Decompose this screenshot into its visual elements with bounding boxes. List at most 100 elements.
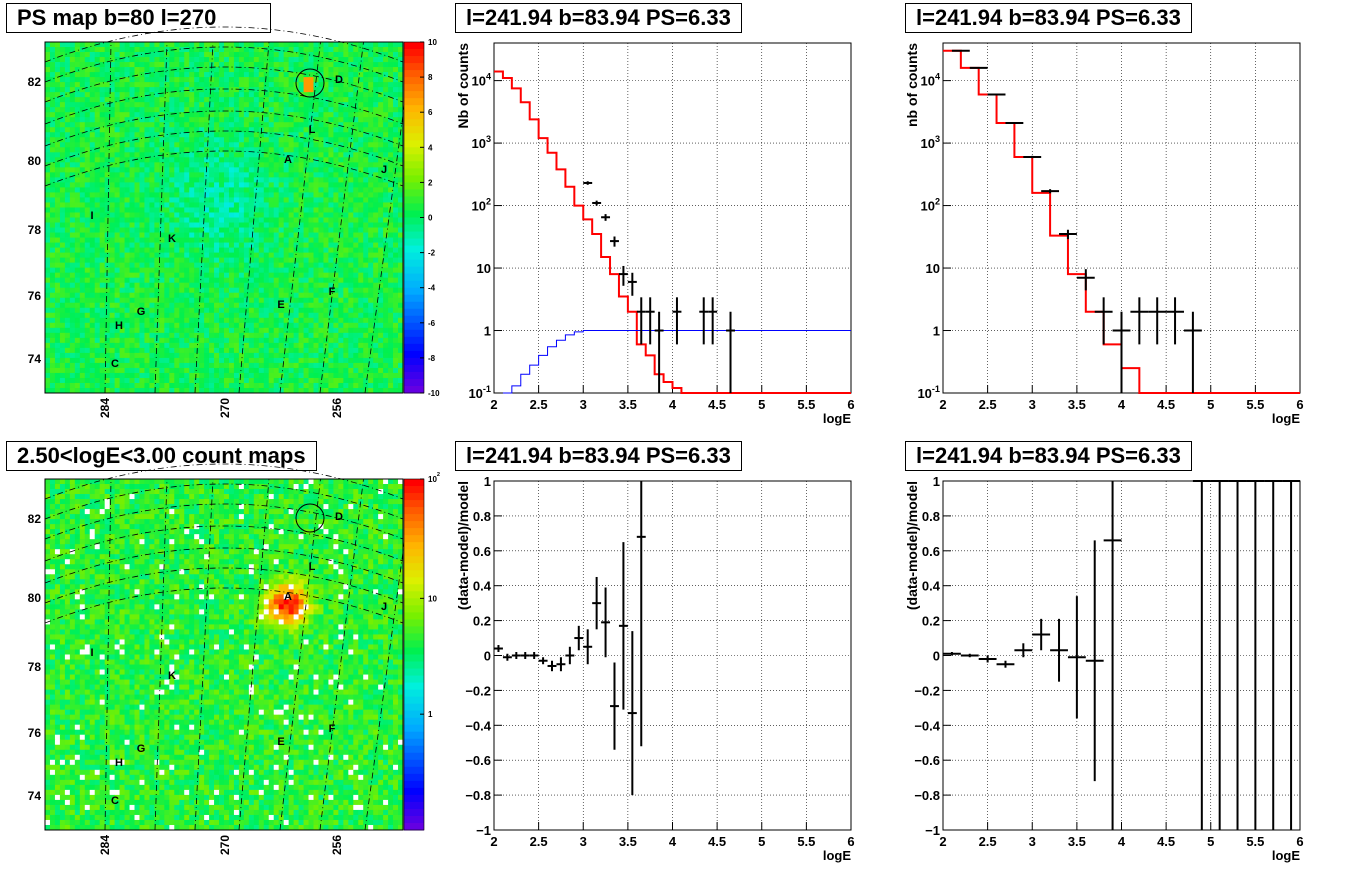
x-tick-label: 2.5 <box>979 397 997 412</box>
y-tick-label: 103 <box>920 134 940 151</box>
x-tick-label: 5 <box>1207 834 1214 849</box>
y-tick-label: 10-1 <box>468 384 491 401</box>
latitude-line <box>44 503 404 540</box>
source-label-a: A <box>284 591 292 603</box>
colorbar-label: 10 <box>428 594 437 603</box>
map-pixels <box>45 42 404 394</box>
colorbar-label: -4 <box>428 284 436 293</box>
x-tick-label: 5.5 <box>1246 397 1264 412</box>
y-tick-label: 10 <box>477 261 491 276</box>
y-tick-label: 0.8 <box>922 509 940 524</box>
source-label-j: J <box>381 601 387 613</box>
x-tick-label: 2.5 <box>979 834 997 849</box>
map-ytick: 82 <box>28 75 42 89</box>
colorbar-label: 8 <box>428 73 433 82</box>
x-tick-label: 3 <box>580 834 587 849</box>
x-tick-label: 5 <box>758 834 765 849</box>
y-tick-label: −1 <box>476 823 491 838</box>
map-pixels <box>45 479 404 831</box>
colorbar-label: 10 <box>428 38 437 47</box>
x-tick-label: 3 <box>580 397 587 412</box>
x-tick-label: 3.5 <box>619 397 637 412</box>
y-tick-label: 102 <box>920 197 940 214</box>
source-label-f: F <box>329 286 336 298</box>
x-tick-label: 4 <box>1118 834 1126 849</box>
y-tick-label: 104 <box>920 72 940 89</box>
source-label-f: F <box>329 723 336 735</box>
x-tick-label: 4.5 <box>708 397 726 412</box>
colorbar-label: 102 <box>428 472 440 484</box>
latitude-line <box>44 66 404 103</box>
source-label-k: K <box>168 670 176 682</box>
y-tick-label: 10-1 <box>917 384 940 401</box>
map-ytick: 80 <box>28 591 42 605</box>
y-tick-label: 0.6 <box>473 544 491 559</box>
source-label-j: J <box>381 164 387 176</box>
x-tick-label: 2.5 <box>530 397 548 412</box>
x-tick-label: 4.5 <box>1157 397 1175 412</box>
latitude-line <box>44 150 404 187</box>
x-tick-label: 5.5 <box>797 834 815 849</box>
map1-title: PS map b=80 l=270 <box>6 3 271 33</box>
exposure-histogram <box>502 330 851 394</box>
latitude-line <box>44 587 404 624</box>
y-tick-label: −0.6 <box>465 753 491 768</box>
colorbar-label: 4 <box>428 143 433 152</box>
map-xtick: 256 <box>330 398 344 418</box>
map-xtick: 256 <box>330 835 344 855</box>
y-tick-label: 0.2 <box>922 614 940 629</box>
source-label-k: K <box>168 233 176 245</box>
map-xtick: 284 <box>98 398 112 418</box>
map-frame <box>44 41 404 394</box>
map-ytick: 80 <box>28 154 42 168</box>
map-xtick: 270 <box>218 398 232 418</box>
source-label-e: E <box>277 736 284 748</box>
x-axis-label: logE <box>1272 411 1300 426</box>
source-label-g: G <box>137 306 146 318</box>
y-tick-label: 0 <box>933 649 940 664</box>
y-axis-label: (data-model)/model <box>904 481 920 610</box>
y-tick-label: −0.8 <box>465 788 491 803</box>
x-tick-label: 5.5 <box>797 397 815 412</box>
x-tick-label: 3 <box>1029 834 1036 849</box>
x-tick-label: 5 <box>758 397 765 412</box>
map-ytick: 76 <box>28 726 42 740</box>
y-tick-label: 0 <box>484 649 491 664</box>
y-tick-label: −1 <box>925 823 940 838</box>
x-tick-label: 2 <box>939 397 946 412</box>
x-tick-label: 3 <box>1029 397 1036 412</box>
x-tick-label: 6 <box>847 397 854 412</box>
x-tick-label: 5 <box>1207 397 1214 412</box>
source-label-i: I <box>90 210 93 222</box>
map-xtick: 270 <box>218 835 232 855</box>
y-tick-label: 0.8 <box>473 509 491 524</box>
source-label-d: D <box>335 74 343 86</box>
y-tick-label: 0.4 <box>922 579 941 594</box>
colorbar-frame <box>403 478 425 831</box>
source-label-i: I <box>90 647 93 659</box>
x-tick-label: 4.5 <box>1157 834 1175 849</box>
x-tick-label: 3.5 <box>619 834 637 849</box>
model-histogram <box>494 70 851 394</box>
y-tick-label: 1 <box>484 324 491 339</box>
y-tick-label: −0.2 <box>914 683 940 698</box>
x-tick-label: 6 <box>1296 397 1303 412</box>
y-tick-label: −0.8 <box>914 788 940 803</box>
map-frame <box>44 478 404 831</box>
y-tick-label: 0.6 <box>922 544 940 559</box>
source-label-a: A <box>284 154 292 166</box>
source-label-h: H <box>115 757 123 769</box>
source-label-d: D <box>335 511 343 523</box>
map-xtick: 284 <box>98 835 112 855</box>
y-axis-label: (data-model)/model <box>455 481 471 610</box>
y-tick-label: 1 <box>484 474 491 489</box>
source-label-h: H <box>115 320 123 332</box>
x-tick-label: 4 <box>669 397 677 412</box>
y-tick-label: 103 <box>471 134 491 151</box>
x-tick-label: 2 <box>490 397 497 412</box>
latitude-line <box>44 110 404 147</box>
latitude-line <box>44 483 404 520</box>
x-tick-label: 5.5 <box>1246 834 1264 849</box>
